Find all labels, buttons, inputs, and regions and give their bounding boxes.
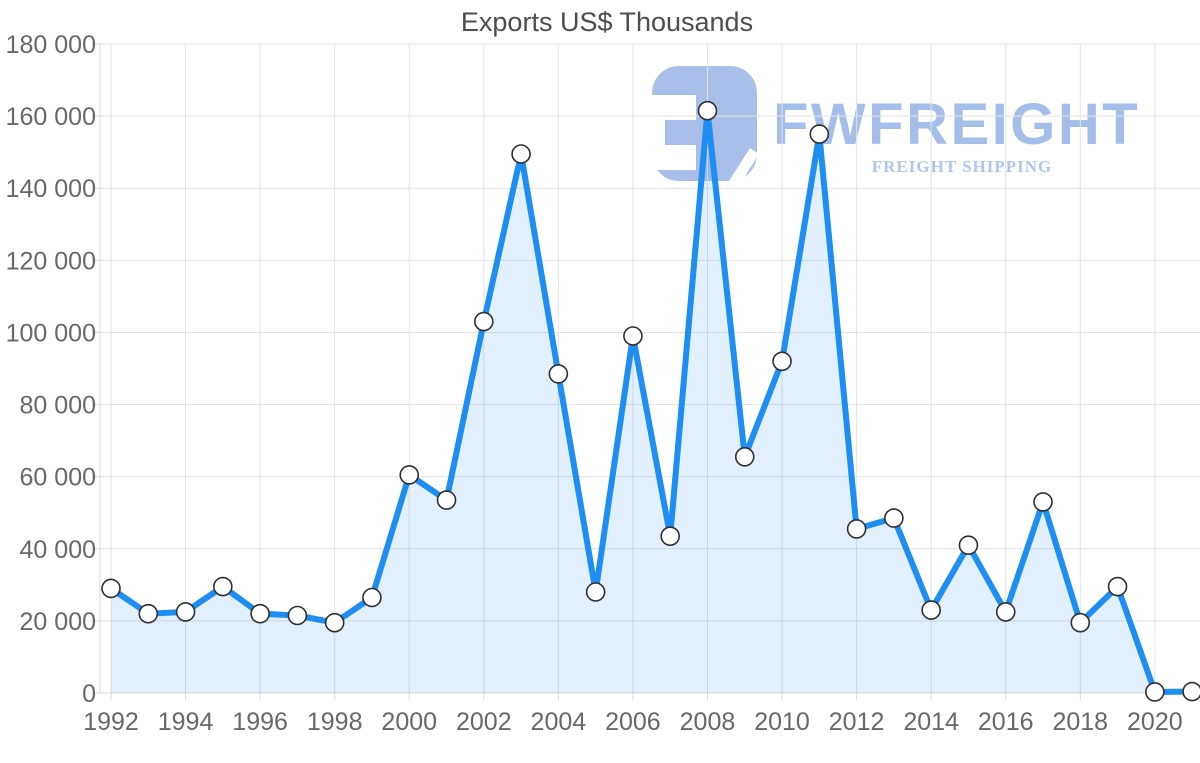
x-axis-label: 2014	[903, 708, 959, 736]
x-axis-label: 2006	[605, 708, 661, 736]
series-area	[111, 110, 1193, 693]
x-axis-label: 1994	[158, 708, 214, 736]
x-axis-label: 2016	[978, 708, 1034, 736]
y-axis-label: 180 000	[6, 31, 96, 59]
data-point[interactable]	[623, 326, 643, 346]
watermark-brand: FWFREIGHT	[773, 92, 1141, 157]
watermark-tagline: FREIGHT SHIPPING	[871, 157, 1053, 176]
data-point[interactable]	[958, 535, 979, 556]
x-axis-label: 1996	[232, 708, 288, 736]
data-point[interactable]	[175, 602, 196, 622]
data-point[interactable]	[1107, 576, 1128, 597]
logo-mark-notch	[652, 145, 696, 170]
data-point[interactable]	[399, 465, 420, 485]
x-axis-label: 2020	[1127, 708, 1183, 736]
data-point[interactable]	[548, 364, 569, 384]
data-point[interactable]	[884, 508, 904, 528]
y-axis-label: 0	[82, 680, 96, 708]
data-point[interactable]	[362, 587, 382, 608]
x-axis-label: 2010	[754, 708, 810, 736]
data-point[interactable]	[921, 600, 941, 620]
chart-title: Exports US$ Thousands	[460, 7, 754, 37]
data-point[interactable]	[734, 446, 755, 467]
x-axis-label: 1998	[307, 708, 363, 736]
x-axis-label: 2018	[1052, 708, 1108, 736]
data-point[interactable]	[660, 526, 681, 547]
y-axis-label: 40 000	[20, 536, 96, 564]
data-point[interactable]	[697, 100, 718, 121]
y-axis-label: 160 000	[6, 103, 96, 131]
data-point[interactable]	[250, 603, 270, 624]
data-point[interactable]	[213, 576, 233, 597]
data-point[interactable]	[101, 578, 121, 599]
x-axis-label: 2012	[829, 708, 885, 736]
data-point[interactable]	[287, 605, 308, 626]
x-axis-label: 2002	[456, 708, 512, 736]
data-point[interactable]	[1033, 492, 1053, 512]
data-point[interactable]	[1145, 682, 1165, 702]
x-axis-label: 1992	[83, 708, 139, 736]
x-axis-label: 2000	[381, 708, 437, 736]
data-point[interactable]	[511, 144, 531, 164]
y-axis-label: 100 000	[6, 319, 96, 347]
x-axis-label: 2004	[531, 708, 587, 736]
y-axis-label: 60 000	[20, 464, 96, 492]
y-axis-label: 140 000	[6, 175, 96, 203]
data-point[interactable]	[846, 519, 867, 539]
y-axis-label: 80 000	[20, 392, 96, 420]
data-point[interactable]	[995, 602, 1016, 622]
logo-mark-slash	[729, 148, 757, 181]
data-point[interactable]	[772, 351, 792, 372]
data-point[interactable]	[138, 603, 159, 624]
y-axis-label: 120 000	[6, 247, 96, 275]
x-axis-label: 2008	[680, 708, 736, 736]
data-point[interactable]	[1182, 681, 1200, 702]
data-point[interactable]	[324, 612, 345, 633]
y-axis-label: 20 000	[20, 608, 96, 636]
data-point[interactable]	[436, 490, 457, 510]
data-point[interactable]	[473, 311, 494, 332]
data-point[interactable]	[809, 124, 830, 144]
logo-mark-notch	[652, 120, 665, 145]
data-point[interactable]	[1070, 612, 1091, 633]
data-point[interactable]	[585, 582, 606, 602]
